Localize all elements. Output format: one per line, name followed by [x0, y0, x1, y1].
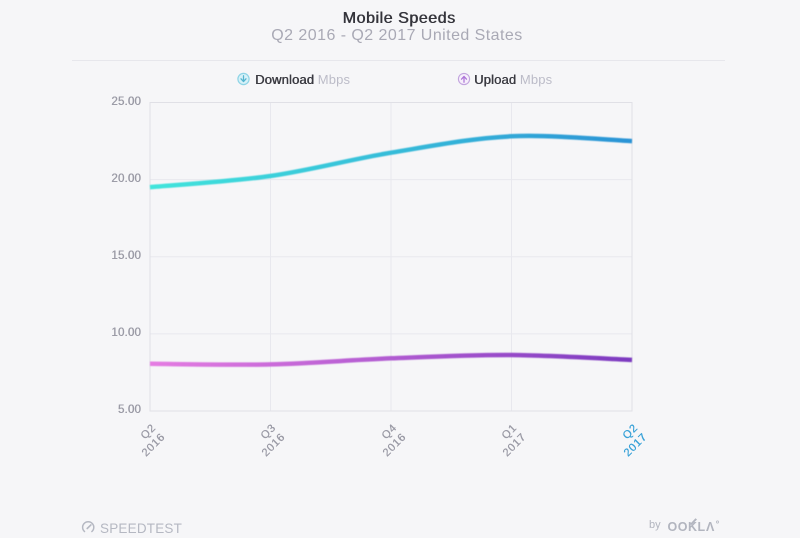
svg-text:Λ: Λ — [706, 520, 715, 534]
svg-text:OOKL: OOKL — [668, 520, 706, 534]
